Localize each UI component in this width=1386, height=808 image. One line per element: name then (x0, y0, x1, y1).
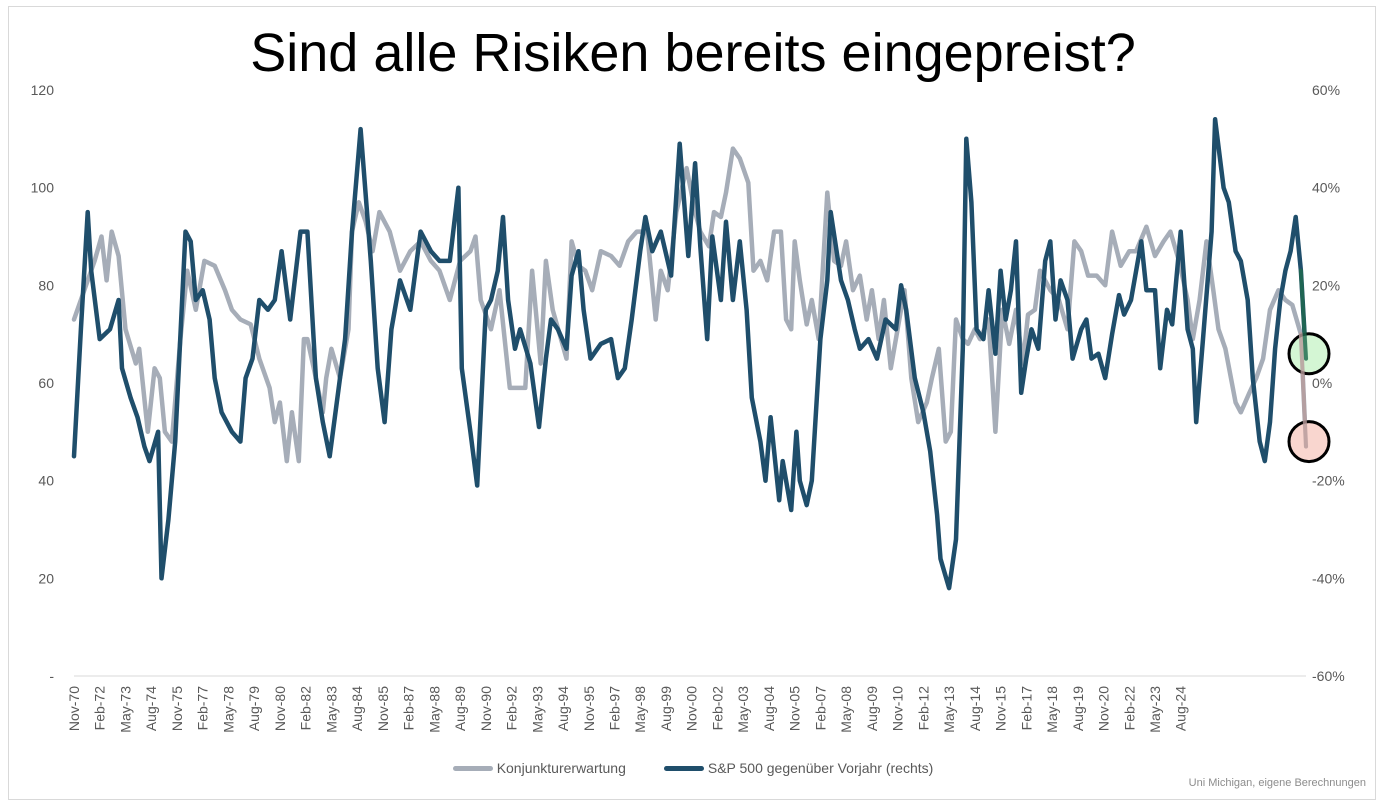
x-tick-label: Nov-95 (581, 686, 597, 731)
x-tick-label: Feb-72 (92, 686, 108, 731)
x-tick-label: Nov-70 (66, 686, 82, 731)
y-right-tick-label: -60% (1312, 668, 1345, 684)
x-tick-label: Aug-24 (1173, 686, 1189, 731)
x-tick-label: Feb-82 (298, 686, 314, 731)
y-left-tick-label: 60 (38, 375, 54, 391)
series-end-segment (1298, 268, 1308, 361)
x-tick-label: Nov-15 (993, 686, 1009, 731)
x-tick-label: Aug-74 (143, 686, 159, 731)
x-tick-label: Feb-17 (1018, 686, 1034, 731)
series-end-segment (1298, 332, 1308, 449)
x-tick-label: Feb-12 (915, 686, 931, 731)
chart-title: Sind alle Risiken bereits eingepreist? (250, 23, 1136, 83)
y-right-tick-label: 0% (1312, 375, 1332, 391)
x-tick-label: Feb-22 (1121, 686, 1137, 731)
y-left-tick-label: 120 (31, 82, 55, 98)
chart-frame (8, 6, 1376, 800)
x-tick-label: Aug-09 (864, 686, 880, 731)
legend-swatch (452, 765, 493, 771)
series-line-sp500 (71, 117, 1309, 591)
x-tick-label: Feb-77 (195, 686, 211, 731)
x-tick-label: Nov-80 (272, 686, 288, 731)
y-left-tick-label: 80 (38, 277, 54, 293)
x-tick-label: May-23 (1147, 686, 1163, 733)
x-tick-label: Aug-89 (452, 686, 468, 731)
legend-swatch (663, 765, 704, 771)
x-tick-label: May-73 (117, 686, 133, 733)
y-left-tick-label: - (49, 668, 54, 684)
chart-legend: Konjunkturerwartung S&P 500 gegenüber Vo… (0, 760, 1386, 776)
x-tick-label: Aug-79 (246, 686, 262, 731)
x-tick-label: Aug-04 (761, 686, 777, 731)
x-tick-label: Feb-07 (812, 686, 828, 731)
x-tick-label: May-03 (735, 686, 751, 733)
highlight-circle-green (1287, 332, 1331, 376)
x-tick-label: Aug-14 (967, 686, 983, 731)
x-tick-label: Aug-99 (658, 686, 674, 731)
x-tick-label: Nov-75 (169, 686, 185, 731)
x-tick-label: May-13 (941, 686, 957, 733)
x-tick-label: Feb-02 (709, 686, 725, 731)
x-tick-label: Aug-19 (1070, 686, 1086, 731)
x-tick-label: Nov-10 (890, 686, 906, 731)
y-left-tick-label: 100 (31, 180, 55, 196)
y-right-tick-label: -40% (1312, 570, 1345, 586)
x-tick-label: Nov-20 (1096, 686, 1112, 731)
highlight-circle-red (1287, 420, 1331, 464)
legend-label: S&P 500 gegenüber Vorjahr (rechts) (707, 760, 934, 776)
y-right-tick-label: 40% (1312, 180, 1340, 196)
x-tick-label: May-78 (220, 686, 236, 733)
x-tick-label: Aug-94 (555, 686, 571, 731)
y-left-tick-label: 40 (38, 473, 54, 489)
y-right-tick-label: 60% (1312, 82, 1340, 98)
x-tick-label: Feb-87 (401, 686, 417, 731)
series-line-konjunkturerwartung (71, 146, 1309, 464)
x-tick-label: May-93 (529, 686, 545, 733)
x-tick-label: Nov-85 (375, 686, 391, 731)
legend-label: Konjunkturerwartung (496, 760, 626, 776)
x-tick-label: Feb-92 (504, 686, 520, 731)
x-tick-label: May-18 (1044, 686, 1060, 733)
x-tick-label: Nov-00 (684, 686, 700, 731)
x-tick-label: May-88 (426, 686, 442, 733)
y-right-tick-label: -20% (1312, 473, 1345, 489)
source-note: Uni Michigan, eigene Berechnungen (1188, 777, 1366, 789)
x-tick-label: May-98 (632, 686, 648, 733)
x-tick-label: May-08 (838, 686, 854, 733)
x-tick-label: Nov-05 (787, 686, 803, 731)
y-left-tick-label: 20 (38, 570, 54, 586)
legend-item-sp500[interactable]: S&P 500 gegenüber Vorjahr (rechts) (663, 760, 934, 776)
x-tick-label: May-83 (323, 686, 339, 733)
x-tick-label: Nov-90 (478, 686, 494, 731)
x-tick-label: Aug-84 (349, 686, 365, 731)
x-tick-label: Feb-97 (607, 686, 623, 731)
y-right-tick-label: 20% (1312, 277, 1340, 293)
legend-item-konjunkturerwartung[interactable]: Konjunkturerwartung (452, 760, 626, 776)
